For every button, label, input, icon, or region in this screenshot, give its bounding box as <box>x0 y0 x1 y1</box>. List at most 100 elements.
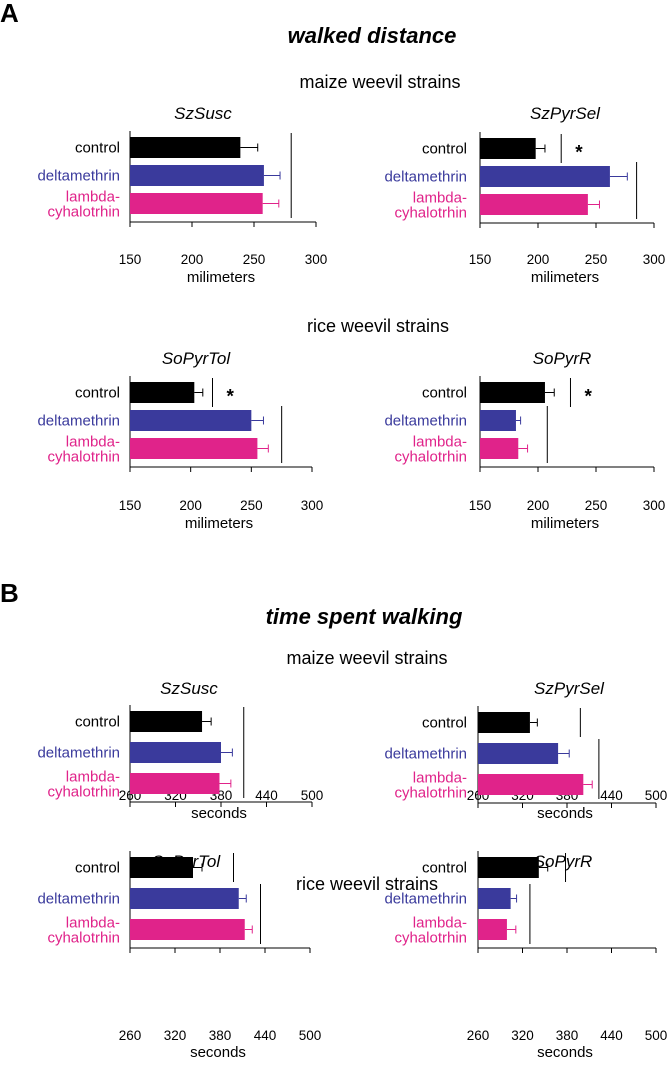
chart-title: SoPyrR <box>534 852 593 871</box>
category-label: lambda-cyhalotrhin <box>47 769 120 801</box>
x-tick-label: 260 <box>467 1028 490 1043</box>
category-label: deltamethrin <box>37 413 120 430</box>
x-tick-label: 200 <box>179 498 202 513</box>
x-tick-label: 380 <box>556 1028 579 1043</box>
x-tick-label: 440 <box>600 1028 623 1043</box>
x-tick-label: 300 <box>305 252 328 267</box>
category-label: control <box>422 715 467 732</box>
category-label: lambda-cyhalotrhin <box>394 915 467 947</box>
bar-control <box>478 712 530 733</box>
chart-title: SzSusc <box>174 104 232 123</box>
significance-label: * <box>227 387 235 408</box>
x-tick-label: 500 <box>301 788 324 803</box>
category-label: control <box>422 141 467 158</box>
group-title-b-rice: rice weevil strains <box>296 874 438 894</box>
category-label: lambda-cyhalotrhin <box>394 190 467 222</box>
x-tick-label: 500 <box>645 788 668 803</box>
x-tick-label: 260 <box>119 1028 142 1043</box>
category-label: control <box>75 714 120 731</box>
significance-label: * <box>584 387 592 408</box>
x-tick-label: 300 <box>643 252 666 267</box>
category-label: deltamethrin <box>37 168 120 185</box>
x-tick-label: 200 <box>181 252 204 267</box>
x-axis-label: seconds <box>537 1044 593 1061</box>
x-axis-label: seconds <box>537 805 593 822</box>
panel-label-b: B <box>0 578 19 608</box>
bar-deltamethrin <box>130 165 264 186</box>
x-tick-label: 440 <box>255 788 278 803</box>
x-tick-label: 250 <box>243 252 266 267</box>
bar-lambda <box>478 919 507 940</box>
group-title-b-maize: maize weevil strains <box>286 648 447 668</box>
x-axis-label: milimeters <box>531 515 599 532</box>
x-tick-label: 150 <box>469 252 492 267</box>
panel-title-a: walked distance <box>288 23 457 48</box>
chart-walked-sopyrr: SoPyrR 150 200 250 300 milimeters control delta… <box>384 349 665 532</box>
category-label: deltamethrin <box>384 891 467 908</box>
x-tick-label: 200 <box>527 252 550 267</box>
category-label: deltamethrin <box>37 891 120 908</box>
x-tick-label: 380 <box>209 1028 232 1043</box>
chart-time-sopyrr: SoPyrR 260 320 380 440 500 seconds control delta… <box>384 851 667 1061</box>
category-label: control <box>75 385 120 402</box>
x-axis-label: milimeters <box>531 269 599 286</box>
bar-deltamethrin <box>130 888 239 909</box>
category-label: lambda-cyhalotrhin <box>47 915 120 947</box>
x-axis-label: milimeters <box>187 269 255 286</box>
category-label: lambda-cyhalotrhin <box>47 434 120 466</box>
bar-control <box>480 138 536 159</box>
x-tick-label: 440 <box>254 1028 277 1043</box>
category-label: control <box>75 140 120 157</box>
x-tick-label: 150 <box>469 498 492 513</box>
category-label: lambda-cyhalotrhin <box>394 434 467 466</box>
bar-deltamethrin <box>130 410 252 431</box>
chart-title: SzPyrSel <box>534 679 605 698</box>
chart-walked-sopyrtol: SoPyrTol 150 200 250 300 milimeters control del… <box>37 349 323 532</box>
category-label: deltamethrin <box>384 413 467 430</box>
x-tick-label: 150 <box>119 498 142 513</box>
chart-title: SoPyrTol <box>162 349 232 368</box>
category-label: control <box>422 385 467 402</box>
panel-label-a: A <box>0 0 19 28</box>
bar-control <box>130 711 203 732</box>
bar-lambda <box>480 438 519 459</box>
x-tick-label: 200 <box>527 498 550 513</box>
x-tick-label: 300 <box>301 498 324 513</box>
bar-control <box>478 857 539 878</box>
group-title-a-maize: maize weevil strains <box>299 72 460 92</box>
significance-label: * <box>575 143 583 164</box>
x-tick-label: 250 <box>240 498 263 513</box>
x-tick-label: 320 <box>511 1028 534 1043</box>
bar-lambda <box>130 193 263 214</box>
bar-deltamethrin <box>480 410 516 431</box>
bar-deltamethrin <box>478 743 559 764</box>
bar-lambda <box>130 438 258 459</box>
group-title-a-rice: rice weevil strains <box>307 316 449 336</box>
category-label: lambda-cyhalotrhin <box>394 770 467 802</box>
x-axis-label: seconds <box>191 805 247 822</box>
bar-lambda <box>130 773 220 794</box>
bar-control <box>480 382 545 403</box>
x-tick-label: 250 <box>585 252 608 267</box>
bar-deltamethrin <box>130 742 221 763</box>
chart-title: SzPyrSel <box>530 104 601 123</box>
x-axis-label: seconds <box>190 1044 246 1061</box>
category-label: deltamethrin <box>384 169 467 186</box>
x-tick-label: 300 <box>643 498 666 513</box>
bar-control <box>130 137 241 158</box>
x-tick-label: 150 <box>119 252 142 267</box>
chart-time-sopyrtol: SoPyrTol260320380440500secondscontroldel… <box>37 851 321 1061</box>
bar-lambda <box>478 774 584 795</box>
chart-title: SzSusc <box>160 679 218 698</box>
bar-lambda <box>130 919 245 940</box>
panel-title-b: time spent walking <box>266 604 463 629</box>
x-tick-label: 500 <box>299 1028 322 1043</box>
bar-deltamethrin <box>478 888 511 909</box>
chart-title: SoPyrR <box>533 349 592 368</box>
x-axis-label: milimeters <box>185 515 253 532</box>
category-label: control <box>422 860 467 877</box>
x-tick-label: 250 <box>585 498 608 513</box>
x-tick-label: 440 <box>600 788 623 803</box>
